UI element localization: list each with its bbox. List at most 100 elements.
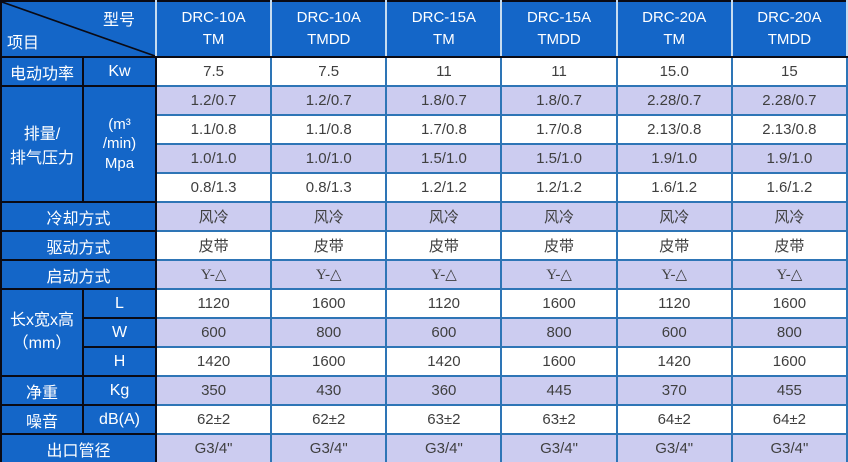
model-variant: TM xyxy=(663,31,686,48)
spec-cell: 1420 xyxy=(154,346,273,377)
spec-cell: 1.8/0.7 xyxy=(500,85,618,116)
spec-cell: 63±2 xyxy=(500,404,618,435)
spec-cell: 1120 xyxy=(385,288,503,319)
row-unit: L xyxy=(82,288,157,319)
row-dim-h: H 1420 1600 1420 1600 1420 1600 xyxy=(1,346,848,377)
spec-cell: 62±2 xyxy=(270,404,388,435)
row-unit: W xyxy=(82,317,157,348)
row-label: 启动方式 xyxy=(0,259,157,290)
row-displacement-2: 1.1/0.8 1.1/0.8 1.7/0.8 1.7/0.8 2.13/0.8… xyxy=(1,114,848,145)
spec-cell: 0.8/1.3 xyxy=(154,172,273,203)
spec-cell: 风冷 xyxy=(730,201,848,232)
model-name: DRC-20A xyxy=(757,9,822,27)
model-name: DRC-10A xyxy=(181,9,246,27)
row-label: 电动功率 xyxy=(0,56,84,87)
row-label: 冷却方式 xyxy=(0,201,157,232)
model-variant: TMDD xyxy=(537,31,581,48)
spec-cell: 2.28/0.7 xyxy=(730,85,848,116)
spec-cell: 800 xyxy=(270,317,388,348)
spec-cell: 1.1/0.8 xyxy=(154,114,273,145)
diagonal-divider xyxy=(3,3,154,55)
row-unit: Kw xyxy=(82,56,157,87)
spec-cell: 1120 xyxy=(615,288,733,319)
model-name: DRC-20A xyxy=(642,9,707,27)
corner-cell: 型号 项目 xyxy=(0,0,157,58)
spec-cell: 1.1/0.8 xyxy=(270,114,388,145)
row-unit: Kg xyxy=(82,375,157,406)
label-line: 排量/ xyxy=(23,126,61,143)
spec-cell: 1600 xyxy=(500,346,618,377)
row-dim-w: W 600 800 600 800 600 800 xyxy=(1,317,848,348)
spec-cell: G3/4" xyxy=(385,433,503,462)
row-label: 长x宽x高 （mm） xyxy=(0,288,84,377)
row-unit: H xyxy=(82,346,157,377)
model-variant: TMDD xyxy=(307,31,351,48)
spec-cell: 1600 xyxy=(270,288,388,319)
spec-cell: 1.9/1.0 xyxy=(730,143,848,174)
spec-cell: Y-△ xyxy=(385,259,503,290)
column-header: DRC-15A TM xyxy=(385,0,503,58)
spec-cell: 风冷 xyxy=(385,201,503,232)
spec-cell: 7.5 xyxy=(154,56,273,87)
spec-cell: Y-△ xyxy=(730,259,848,290)
spec-cell: G3/4" xyxy=(615,433,733,462)
row-label: 驱动方式 xyxy=(0,230,157,261)
spec-cell: 1.6/1.2 xyxy=(615,172,733,203)
row-unit: (m³ /min) Mpa xyxy=(82,85,157,203)
column-header: DRC-20A TMDD xyxy=(730,0,848,58)
row-start: 启动方式 Y-△ Y-△ Y-△ Y-△ Y-△ Y-△ xyxy=(0,259,848,290)
column-header: DRC-10A TMDD xyxy=(270,0,388,58)
spec-cell: 63±2 xyxy=(385,404,503,435)
spec-cell: 1.5/1.0 xyxy=(500,143,618,174)
unit-line: (m³ xyxy=(108,115,131,133)
spec-cell: 1.7/0.8 xyxy=(500,114,618,145)
spec-cell: 800 xyxy=(730,317,848,348)
spec-cell: 皮带 xyxy=(615,230,733,261)
label-line: 排气压力 xyxy=(9,150,74,167)
spec-cell: 2.13/0.8 xyxy=(730,114,848,145)
spec-cell: 2.28/0.7 xyxy=(615,85,733,116)
spec-cell: 7.5 xyxy=(270,56,388,87)
spec-cell: 1.2/1.2 xyxy=(500,172,618,203)
model-variant: TM xyxy=(202,31,225,48)
row-label: 排量/ 排气压力 xyxy=(0,85,84,203)
spec-cell: 370 xyxy=(615,375,733,406)
row-outlet: 出口管径 G3/4" G3/4" G3/4" G3/4" G3/4" G3/4" xyxy=(0,433,848,462)
row-weight: 净重 Kg 350 430 360 445 370 455 xyxy=(0,375,848,406)
column-header: DRC-15A TMDD xyxy=(500,0,618,58)
spec-cell: 1.2/0.7 xyxy=(154,85,273,116)
spec-cell: 1.2/0.7 xyxy=(270,85,388,116)
row-displacement-4: 0.8/1.3 0.8/1.3 1.2/1.2 1.2/1.2 1.6/1.2 … xyxy=(1,172,848,203)
spec-cell: 1.7/0.8 xyxy=(385,114,503,145)
column-header: DRC-10A TM xyxy=(154,0,273,58)
spec-cell: 1.0/1.0 xyxy=(154,143,273,174)
spec-cell: G3/4" xyxy=(500,433,618,462)
spec-cell: Y-△ xyxy=(270,259,388,290)
spec-cell: Y-△ xyxy=(500,259,618,290)
spec-cell: 1120 xyxy=(154,288,273,319)
spec-cell: 11 xyxy=(385,56,503,87)
spec-cell: 2.13/0.8 xyxy=(615,114,733,145)
spec-cell: 皮带 xyxy=(385,230,503,261)
unit-line: /min) xyxy=(102,135,137,153)
row-label: 出口管径 xyxy=(0,433,157,462)
spec-cell: 360 xyxy=(385,375,503,406)
column-header: DRC-20A TM xyxy=(615,0,733,58)
spec-cell: 1.0/1.0 xyxy=(270,143,388,174)
row-noise: 噪音 dB(A) 62±2 62±2 63±2 63±2 64±2 64±2 xyxy=(0,404,848,435)
spec-cell: 445 xyxy=(500,375,618,406)
spec-cell: 风冷 xyxy=(154,201,273,232)
spec-cell: G3/4" xyxy=(270,433,388,462)
corner-item-label: 项目 xyxy=(7,35,40,52)
spec-cell: 1.8/0.7 xyxy=(385,85,503,116)
spec-cell: 430 xyxy=(270,375,388,406)
spec-cell: 1.5/1.0 xyxy=(385,143,503,174)
spec-cell: Y-△ xyxy=(154,259,273,290)
spec-cell: 1.2/1.2 xyxy=(385,172,503,203)
spec-cell: 1600 xyxy=(500,288,618,319)
row-unit: dB(A) xyxy=(82,404,157,435)
spec-cell: Y-△ xyxy=(615,259,733,290)
row-dim-l: 长x宽x高 （mm） L 1120 1600 1120 1600 1120 16… xyxy=(0,288,848,377)
unit-line: Mpa xyxy=(104,154,135,172)
